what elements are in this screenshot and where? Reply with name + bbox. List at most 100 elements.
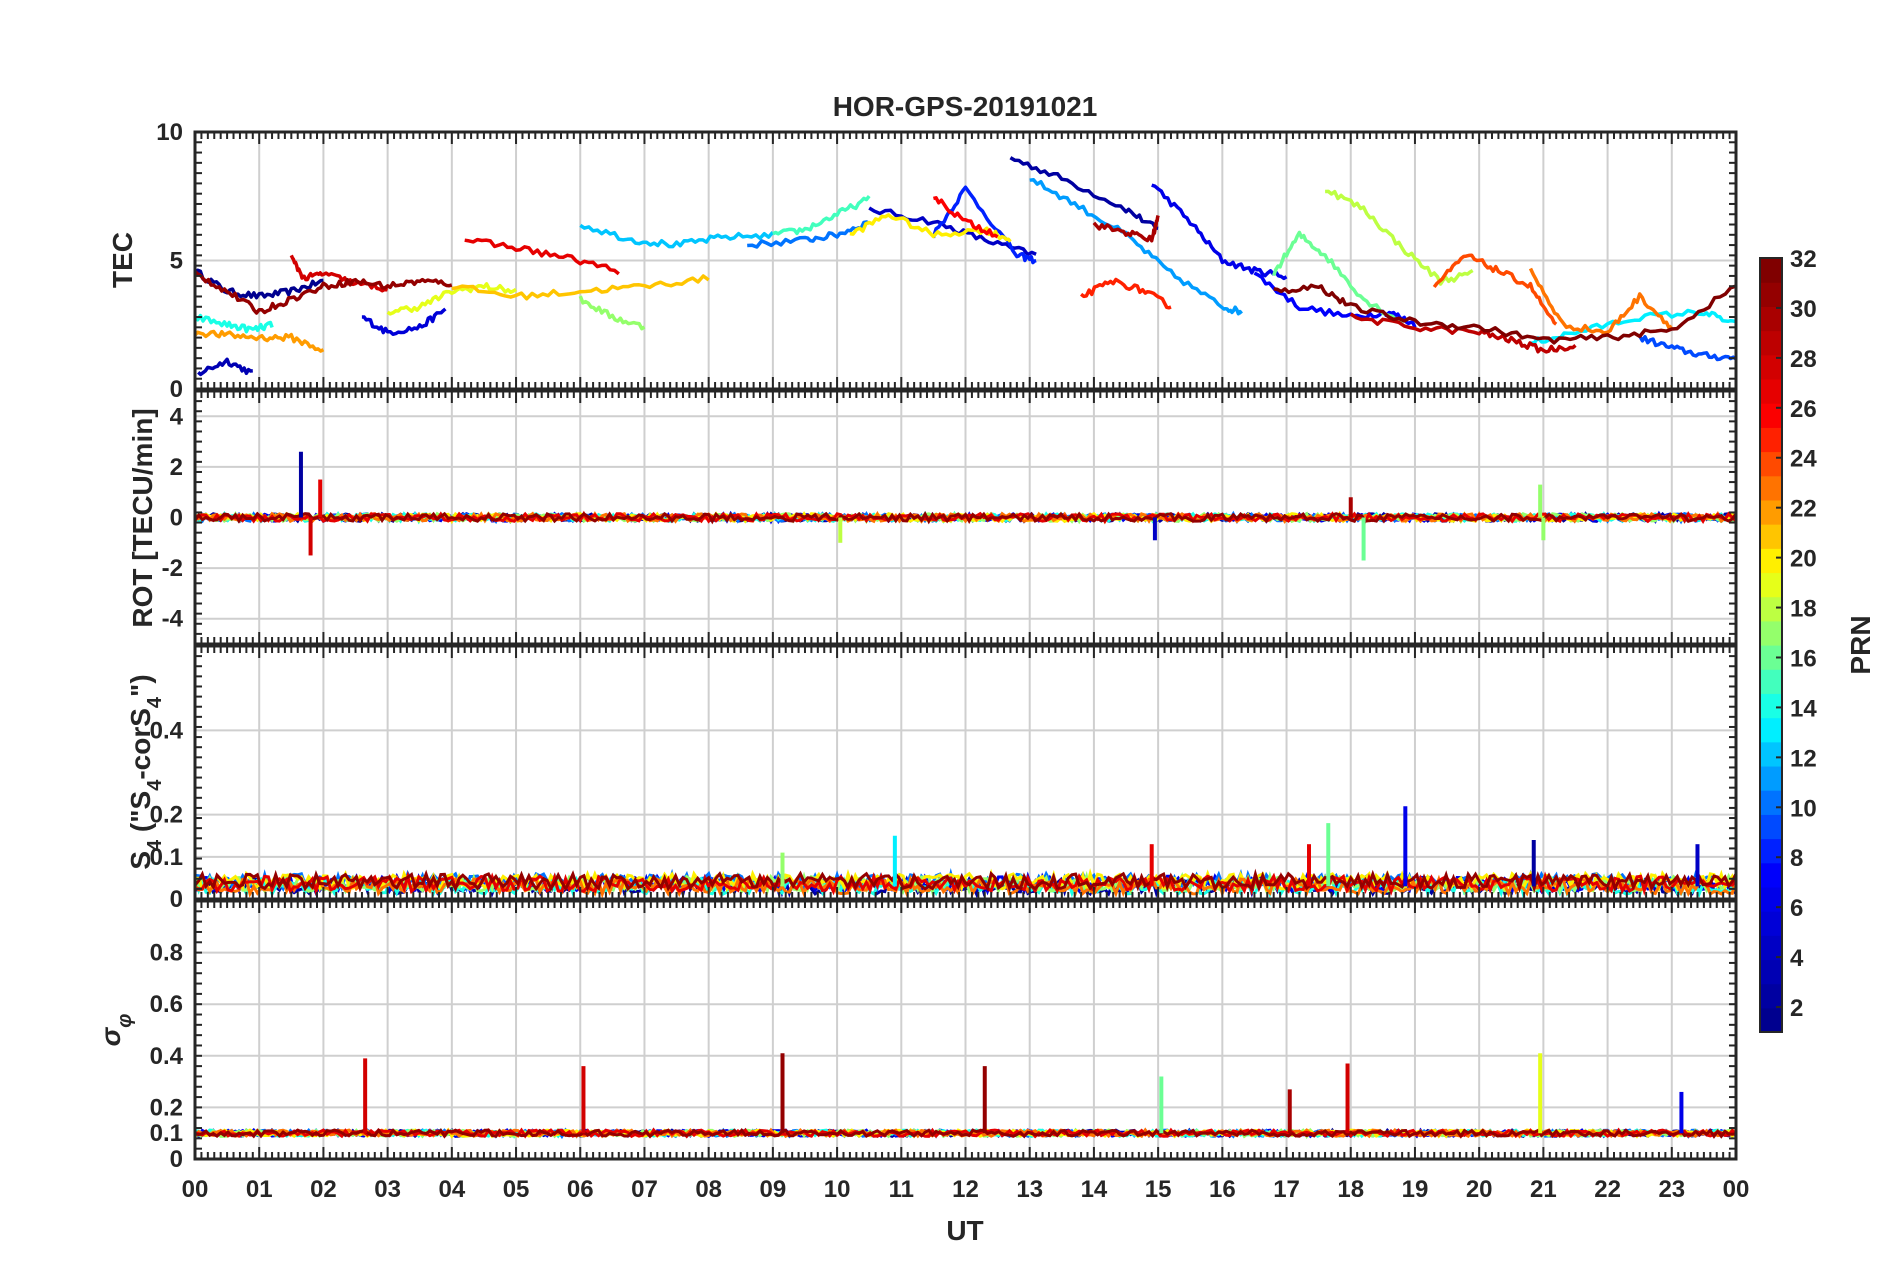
series-line-prn-29 [1349,312,1577,354]
colorbar-segment [1760,645,1782,670]
colorbar-segment [1760,427,1782,453]
y-tick-label: 4 [170,403,184,430]
x-tick-label: 05 [503,1176,530,1203]
panel-tec: 0 5 10 [156,119,1738,403]
series-line-prn-10 [747,220,871,249]
y-tick-label: 0.2 [150,802,183,829]
chart-title: HOR-GPS-20191021 [833,91,1098,122]
colorbar-tick-label: 12 [1790,745,1817,772]
ylabel-rot: ROT [TECU/min] [127,408,158,627]
colorbar-segment [1760,959,1782,985]
colorbar-segment [1760,524,1782,549]
colorbar-segment [1760,693,1782,719]
colorbar-segment [1760,717,1782,743]
colorbar-label: PRN [1845,615,1876,674]
baseline-trace-prn-31 [195,868,1736,894]
y-tick-label: 0.1 [150,1120,183,1147]
colorbar-segment [1760,935,1782,961]
colorbar-segment [1760,282,1782,307]
x-tick-label: 14 [1081,1176,1108,1203]
series-line-prn-25 [1080,277,1172,310]
series-line-prn-12 [579,223,775,249]
panel-sigma: 00.10.2 0.4 0.6 0.8 [150,899,1738,1173]
y-tick-label: -2 [162,555,183,582]
series-line-prn-27 [464,237,620,276]
x-tick-label: 07 [631,1176,658,1203]
ylabel-sigma: σφ [95,1014,136,1047]
series-line-prn-2 [1009,156,1159,231]
y-tick-label: 0.8 [150,940,183,967]
colorbar-tick-label: 2 [1790,995,1803,1022]
colorbar-tick-label: 32 [1790,246,1817,273]
series-line-prn-30 [1092,215,1160,243]
x-tick-label: 19 [1402,1176,1429,1203]
y-tick-label: 5 [170,248,183,275]
colorbar-segment [1760,814,1782,840]
colorbar-segment [1760,838,1782,864]
colorbar-segment [1760,378,1782,404]
colorbar-tick-label: 20 [1790,546,1817,573]
series-line-prn-14 [195,313,274,334]
colorbar-segment [1760,354,1782,380]
series-group [195,1053,1736,1140]
colorbar-tick-label: 16 [1790,645,1817,672]
series-line-prn-1 [195,268,324,300]
colorbar-tick-label: 10 [1790,795,1817,822]
x-tick-label: 12 [952,1176,979,1203]
x-tick-label: 04 [438,1176,465,1203]
y-tick-label: 0.6 [150,991,183,1018]
series-line-prn-8 [931,185,1037,265]
colorbar-segment [1760,499,1782,525]
y-tick-label: 0 [170,505,183,532]
colorbar-tick-label: 18 [1790,596,1817,623]
ylabel-s4: S4 ("S4-corS4") [125,674,166,869]
colorbar-segment [1760,886,1782,912]
colorbar-segment [1760,403,1782,428]
y-tick-label: 0.2 [150,1094,183,1121]
x-tick-label: 21 [1530,1176,1557,1203]
colorbar-tick-label: 30 [1790,296,1817,323]
series-line-prn-18 [1325,189,1474,286]
series-line-prn-19 [386,282,517,316]
colorbar-segment [1760,983,1782,1009]
x-tick-labels: 00 01 02 03 04 05 06 07 08 09 10 11 12 13 14 15 16 17 18 19… [182,1176,1750,1203]
colorbar-frame [1759,257,1783,1033]
colorbar-segment [1760,862,1782,888]
x-tick-label: 06 [567,1176,594,1203]
y-tick-label: 0 [170,1146,183,1173]
colorbar-segment [1760,330,1782,356]
colorbar-tick-label: 8 [1790,845,1803,872]
colorbar-tick-label: 6 [1790,895,1803,922]
x-tick-label: 09 [760,1176,787,1203]
y-tick-label: -4 [162,606,184,633]
x-tick-label: 03 [374,1176,401,1203]
x-tick-label: 11 [889,1176,914,1203]
colorbar-segment [1760,1007,1782,1033]
baseline-trace-prn-31 [195,1127,1736,1139]
x-tick-label: 17 [1273,1176,1300,1203]
series-line-prn-3 [197,357,253,377]
x-tick-label: 23 [1658,1176,1685,1203]
y-tick-label: 0.4 [150,717,184,744]
colorbar-segment [1760,911,1782,936]
series-line-prn-24 [1432,253,1558,326]
y-tick-label: 0.4 [150,1043,184,1070]
x-tick-label: 00 [1723,1176,1750,1203]
colorbar-tick-label: 4 [1790,945,1804,972]
colorbar-tick-label: 24 [1790,446,1817,473]
series-line-prn-5 [361,307,447,337]
series-line-prn-17 [578,295,646,331]
series-line-prn-32 [1273,283,1736,345]
x-tick-label: 18 [1337,1176,1364,1203]
y-tick-label: 0 [170,376,183,403]
colorbar-segment [1760,790,1782,815]
colorbar-segment [1760,620,1782,646]
series-line-prn-23 [1528,267,1673,335]
series-line-prn-15 [772,195,871,236]
series-line-prn-31 [195,270,453,315]
series-line-prn-21 [451,274,710,301]
colorbar-segment [1760,475,1782,501]
